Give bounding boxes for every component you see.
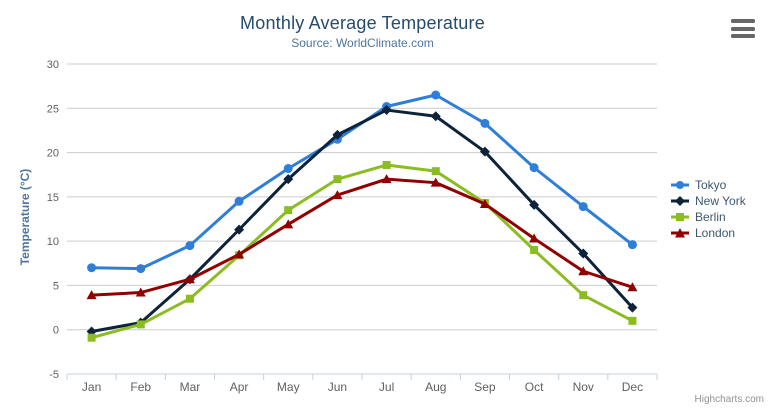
series-line-london[interactable]: [90, 177, 634, 297]
hamburger-icon: [731, 26, 755, 31]
series-point-london[interactable]: [234, 249, 245, 259]
credits-link[interactable]: Highcharts.com: [694, 394, 764, 405]
series-point-london[interactable]: [283, 219, 294, 229]
x-axis-label: Jan: [82, 380, 101, 394]
series-point-berlin[interactable]: [284, 206, 293, 215]
x-axis-label: Sep: [474, 380, 496, 394]
series-point-berlin[interactable]: [185, 294, 194, 303]
series-point-tokyo[interactable]: [529, 163, 539, 173]
hamburger-icon: [731, 19, 755, 23]
london-triangle-marker-icon: [671, 228, 689, 238]
series-point-new-york[interactable]: [578, 248, 589, 259]
y-axis-tick-label: 25: [47, 103, 59, 115]
legend-label: Tokyo: [695, 178, 727, 192]
export-menu-button[interactable]: [731, 19, 755, 38]
y-axis-tick-label: 20: [47, 148, 59, 160]
legend-item-london[interactable]: London: [670, 225, 746, 241]
x-axis-label: Oct: [525, 380, 544, 394]
legend-item-berlin[interactable]: Berlin: [670, 209, 746, 225]
legend-item-new-york[interactable]: New York: [670, 193, 746, 209]
y-axis-tick-label: -5: [49, 369, 59, 381]
series-line-new-york[interactable]: [90, 108, 634, 333]
y-axis-tick-label: 30: [47, 59, 59, 71]
series-point-london[interactable]: [135, 287, 146, 297]
series-point-new-york[interactable]: [381, 105, 392, 116]
series-point-berlin[interactable]: [382, 160, 391, 169]
series-point-new-york[interactable]: [234, 224, 245, 235]
series-point-tokyo[interactable]: [234, 196, 244, 206]
series-point-new-york[interactable]: [430, 111, 441, 122]
series-point-berlin[interactable]: [530, 246, 539, 254]
series-point-london[interactable]: [529, 233, 540, 243]
series-point-london[interactable]: [479, 198, 490, 208]
y-axis-tick-label: 0: [53, 325, 59, 337]
series-point-berlin[interactable]: [628, 316, 637, 325]
y-axis-tick-label: 5: [53, 280, 59, 292]
legend: Tokyo New York Berlin London: [670, 177, 746, 241]
tokyo-circle-marker-icon: [671, 181, 689, 189]
series-point-berlin[interactable]: [579, 291, 588, 300]
x-axis-label: Apr: [230, 380, 249, 394]
berlin-square-marker-icon: [671, 213, 689, 221]
legend-label: Berlin: [695, 210, 726, 224]
series-point-london[interactable]: [430, 177, 441, 187]
x-axis-label: Nov: [573, 380, 594, 394]
y-axis-tick-label: 15: [47, 192, 59, 204]
series-point-tokyo[interactable]: [185, 241, 195, 251]
series-point-tokyo[interactable]: [627, 240, 637, 250]
series-point-london[interactable]: [381, 174, 392, 184]
y-axis-tick-label: 10: [47, 236, 59, 248]
y-axis-title: Temperature (°C): [18, 168, 32, 266]
series-point-berlin[interactable]: [333, 175, 342, 184]
series-point-tokyo[interactable]: [431, 90, 441, 100]
new-york-diamond-marker-icon: [671, 196, 689, 206]
series-point-london[interactable]: [184, 274, 195, 284]
series-point-new-york[interactable]: [529, 199, 540, 210]
series-point-london[interactable]: [627, 282, 638, 292]
chart-subtitle: Source: WorldClimate.com: [291, 36, 434, 50]
legend-label: London: [695, 226, 736, 240]
x-axis-label: Aug: [425, 380, 446, 394]
x-axis-label: May: [277, 380, 300, 394]
series-point-new-york[interactable]: [627, 302, 638, 313]
series-point-new-york[interactable]: [283, 174, 294, 185]
chart-title: Monthly Average Temperature: [240, 13, 485, 33]
series-point-tokyo[interactable]: [136, 264, 146, 274]
hamburger-icon: [731, 34, 755, 38]
series-point-london[interactable]: [578, 266, 589, 276]
series-point-london[interactable]: [332, 190, 343, 200]
x-axis-label: Dec: [622, 380, 643, 394]
series-point-new-york[interactable]: [332, 129, 343, 140]
x-axis-label: Jun: [328, 380, 347, 394]
x-axis-label: Jul: [379, 380, 394, 394]
x-axis-label: Feb: [130, 380, 151, 394]
series-line-berlin[interactable]: [90, 163, 634, 340]
series-point-tokyo[interactable]: [283, 164, 293, 174]
series-point-new-york[interactable]: [479, 146, 490, 157]
series-point-london[interactable]: [86, 290, 97, 300]
legend-item-tokyo[interactable]: Tokyo: [670, 177, 746, 193]
legend-label: New York: [695, 194, 746, 208]
x-axis-label: Mar: [180, 380, 201, 394]
series-point-tokyo[interactable]: [480, 118, 490, 128]
series-point-tokyo[interactable]: [87, 263, 97, 273]
series-point-tokyo[interactable]: [578, 202, 588, 212]
series-point-berlin[interactable]: [136, 320, 145, 329]
series-point-berlin[interactable]: [431, 167, 440, 176]
series-point-berlin[interactable]: [87, 333, 96, 342]
